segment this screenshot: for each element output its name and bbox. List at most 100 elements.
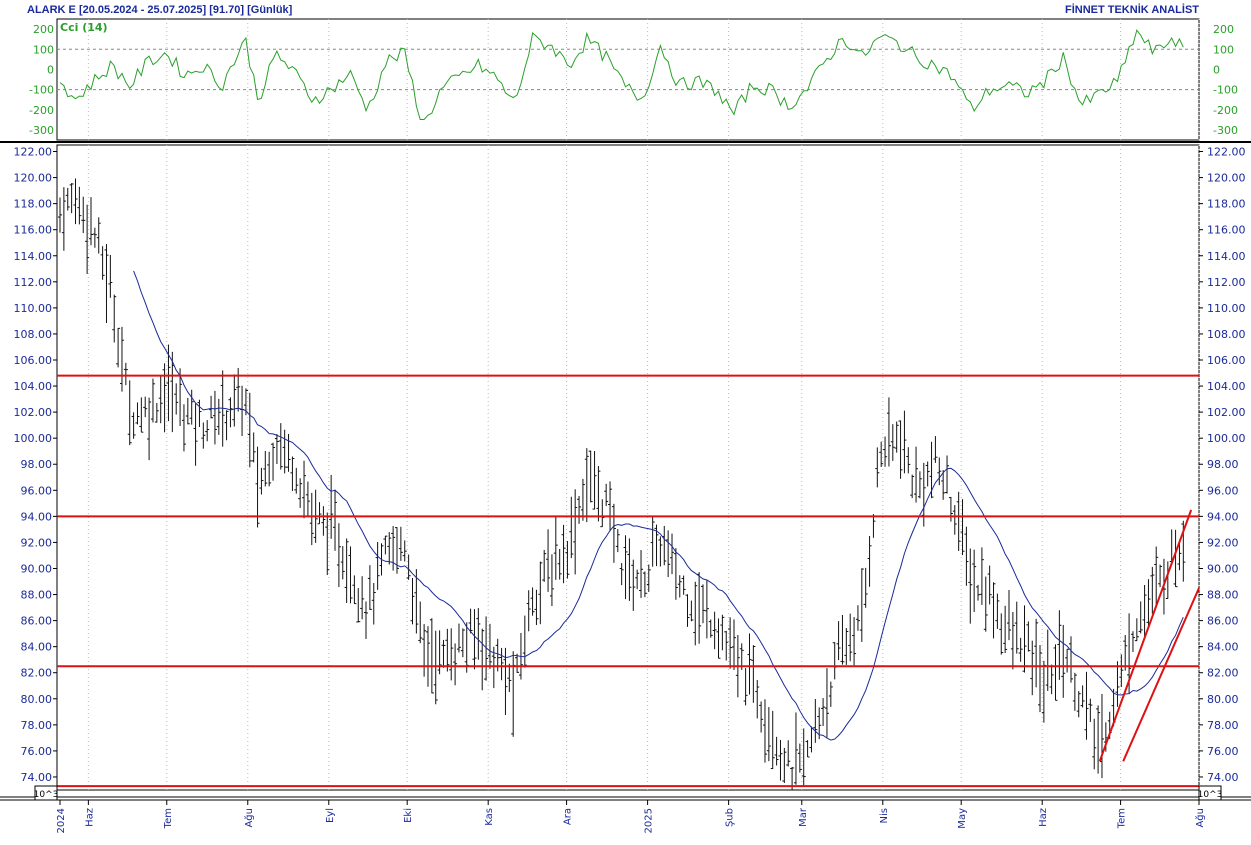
- price-tick-label: 92.00: [21, 536, 53, 549]
- x-tick-label: Haz: [84, 808, 95, 827]
- x-tick-label: Tem: [1117, 808, 1128, 829]
- x-tick-label: Şub: [725, 808, 736, 827]
- channel-line: [1098, 509, 1193, 762]
- price-tick-label: 84.00: [1207, 641, 1239, 654]
- price-panel: [56, 144, 1200, 791]
- price-tick-label: 90.00: [1207, 562, 1239, 575]
- cci-reference-lines: [57, 48, 1199, 91]
- cci-tick-label: -100: [29, 84, 54, 97]
- cci-tick-label: 0: [1213, 63, 1220, 76]
- ohlc-bars: [58, 178, 1186, 791]
- cci-tick-label: 200: [33, 23, 54, 36]
- x-tick-label: Eyl: [325, 808, 336, 823]
- cci-axis-right: 200 100 0 -100 -200 -300: [1213, 23, 1238, 137]
- price-tick-label: 112.00: [14, 276, 53, 289]
- trend-channel: [1098, 509, 1200, 762]
- price-tick-label: 88.00: [1207, 589, 1239, 602]
- price-tick-label: 94.00: [1207, 510, 1239, 523]
- x-tick-label: 2025: [644, 808, 655, 833]
- moving-average-line: [133, 270, 1184, 741]
- price-tick-label: 98.00: [21, 458, 53, 471]
- cci-tick-label: 0: [47, 63, 54, 76]
- brand-label: FİNNET TEKNİK ANALİST: [1065, 3, 1199, 16]
- price-tick-label: 104.00: [14, 380, 53, 393]
- price-tick-label: 106.00: [1207, 354, 1246, 367]
- x-tick-label: Ağu: [1194, 808, 1206, 828]
- price-tick-label: 80.00: [1207, 693, 1239, 706]
- price-tick-label: 102.00: [14, 406, 53, 419]
- price-tick-label: 90.00: [21, 562, 53, 575]
- x-tick-label: Eki: [403, 808, 414, 823]
- price-tick-label: 92.00: [1207, 536, 1239, 549]
- x-axis: 2024 Haz Tem Ağu Eyl Eki Kas Ara 2025 Şub Mar Nis Ma…: [56, 800, 1206, 833]
- x-tick-label: Tem: [163, 808, 174, 829]
- price-axis-left: 122.00 120.00 118.00 116.00 114.00 112.00 110.…: [14, 146, 57, 784]
- price-tick-label: 78.00: [1207, 719, 1239, 732]
- x-tick-label: Kas: [484, 808, 495, 826]
- price-tick-label: 82.00: [1207, 667, 1239, 680]
- price-tick-label: 96.00: [21, 484, 53, 497]
- cci-tick-label: -300: [1213, 124, 1238, 137]
- horizontal-levels: [57, 374, 1199, 788]
- price-tick-label: 104.00: [1207, 380, 1246, 393]
- price-tick-label: 112.00: [1207, 276, 1246, 289]
- cci-tick-label: -100: [1213, 84, 1238, 97]
- price-tick-label: 82.00: [21, 667, 53, 680]
- price-tick-label: 76.00: [1207, 745, 1239, 758]
- price-tick-label: 114.00: [1207, 250, 1246, 263]
- x-tick-label: 2024: [56, 808, 67, 833]
- price-tick-label: 86.00: [1207, 615, 1239, 628]
- price-tick-label: 122.00: [14, 146, 53, 159]
- price-tick-label: 96.00: [1207, 484, 1239, 497]
- cci-tick-label: -200: [1213, 104, 1238, 117]
- price-tick-label: 88.00: [21, 589, 53, 602]
- cci-tick-label: 100: [33, 43, 54, 56]
- price-tick-label: 78.00: [21, 719, 53, 732]
- price-tick-label: 120.00: [1207, 172, 1246, 185]
- price-tick-label: 76.00: [21, 745, 53, 758]
- cci-tick-label: 200: [1213, 23, 1234, 36]
- chart-title: ALARK E [20.05.2024 - 25.07.2025] [91.70…: [27, 4, 293, 16]
- channel-line: [1122, 587, 1200, 762]
- price-tick-label: 110.00: [1207, 302, 1246, 315]
- price-tick-label: 74.00: [21, 771, 53, 784]
- cci-tick-label: -200: [29, 104, 54, 117]
- price-tick-label: 108.00: [14, 328, 53, 341]
- scale-badge-left: 10^3: [34, 790, 59, 800]
- price-tick-label: 74.00: [1207, 771, 1239, 784]
- price-tick-label: 100.00: [14, 432, 53, 445]
- price-tick-label: 118.00: [1207, 198, 1246, 211]
- x-tick-label: Ara: [563, 808, 574, 825]
- cci-tick-label: 100: [1213, 43, 1234, 56]
- price-tick-label: 106.00: [14, 354, 53, 367]
- price-tick-label: 98.00: [1207, 458, 1239, 471]
- scale-badge-left-box: [34, 785, 58, 801]
- price-tick-label: 102.00: [1207, 406, 1246, 419]
- price-tick-label: 108.00: [1207, 328, 1246, 341]
- cci-grid: [87, 19, 1200, 140]
- price-tick-label: 84.00: [21, 641, 53, 654]
- x-tick-label: Mar: [798, 807, 809, 827]
- x-tick-label: May: [957, 808, 968, 829]
- scale-badge-right-box: [1198, 785, 1222, 801]
- price-tick-label: 116.00: [1207, 224, 1246, 237]
- price-tick-label: 122.00: [1207, 146, 1246, 159]
- price-tick-label: 114.00: [14, 250, 53, 263]
- price-tick-label: 100.00: [1207, 432, 1246, 445]
- x-tick-label: Haz: [1038, 808, 1049, 827]
- price-tick-label: 94.00: [21, 510, 53, 523]
- price-tick-label: 80.00: [21, 693, 53, 706]
- cci-line: [59, 29, 1184, 120]
- price-tick-label: 86.00: [21, 615, 53, 628]
- scale-badge-right: 10^3: [1198, 790, 1223, 800]
- cci-tick-label: -300: [29, 124, 54, 137]
- cci-label: Cci (14): [60, 21, 108, 34]
- price-tick-label: 120.00: [14, 172, 53, 185]
- price-tick-label: 110.00: [14, 302, 53, 315]
- price-tick-label: 116.00: [14, 224, 53, 237]
- cci-axis-left: 200 100 0 -100 -200 -300: [29, 23, 54, 137]
- price-tick-label: 118.00: [14, 198, 53, 211]
- x-tick-label: Ağu: [243, 808, 255, 828]
